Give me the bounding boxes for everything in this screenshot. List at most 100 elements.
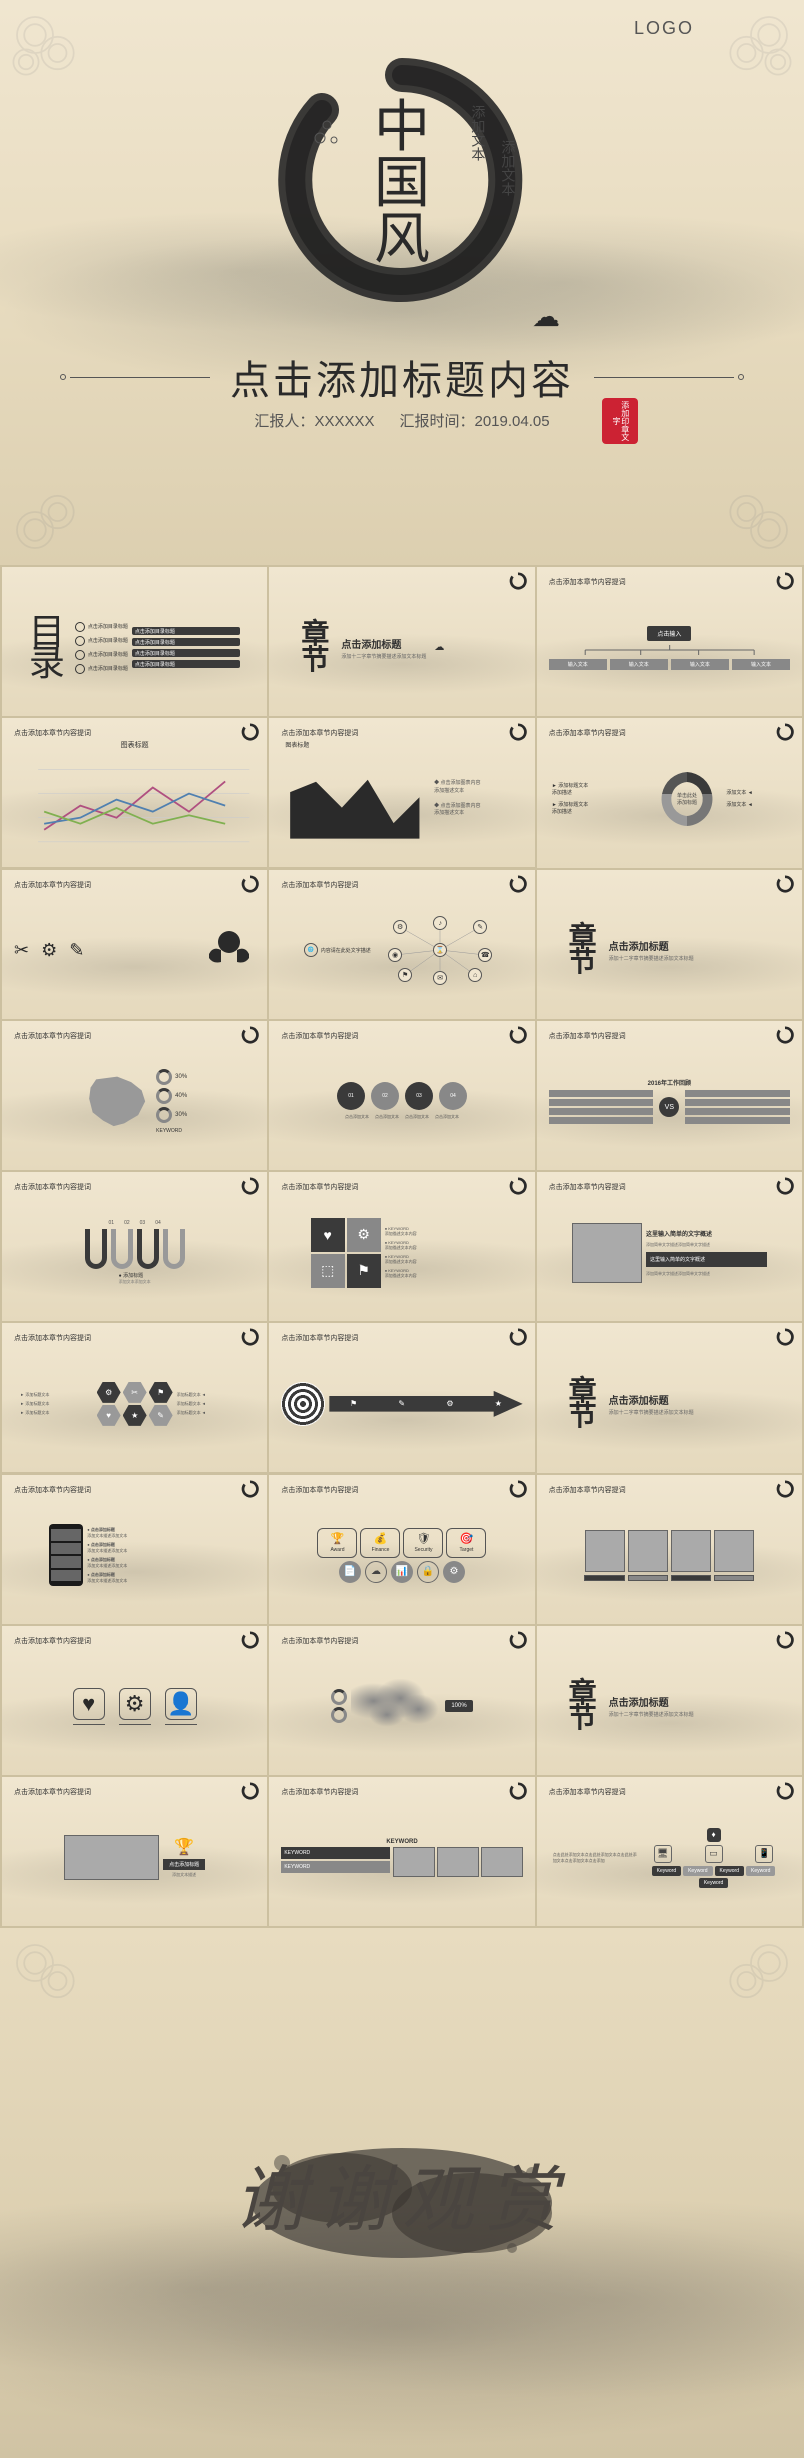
ring-icon — [156, 1069, 172, 1085]
tools-icon: ✂ — [14, 940, 29, 961]
slide-thumb-rboxes[interactable]: 点击添加本章节内容提词 🏆Award 💰Finance 🛡Security 🎯T… — [269, 1475, 534, 1624]
photo-placeholder — [64, 1835, 159, 1880]
thumb-title: 点击添加本章节内容提词 — [14, 1485, 91, 1495]
ink-mark-icon — [241, 1631, 259, 1649]
cloud-icon: ☁ — [434, 642, 444, 653]
chart-title: 图表标题 — [121, 740, 149, 750]
target-icon: 🎯 — [460, 1532, 474, 1545]
phone-features: ● 点击添加标题添加文本描述添加文本 ● 点击添加标题添加文本描述添加文本 ● … — [87, 1527, 220, 1584]
chapter-sub: 添加十二字章节摘要描述添加文本标题 — [609, 955, 694, 962]
trophy-icon: 🏆 — [174, 1837, 194, 1857]
chapter-mark: 章节 — [569, 925, 597, 975]
slide-thumb-quad[interactable]: 点击添加本章节内容提词 ♥ ⚙ ⬚ ⚑ ● KEYWORD添加描述文本内容 ● … — [269, 1172, 534, 1321]
ink-mark-icon — [241, 1480, 259, 1498]
flow-diagram: ♦ 🖥 ▭ 📱 Keyword Keyword Keyword Keyword … — [641, 1828, 786, 1888]
process-icon: ★ — [495, 1399, 502, 1408]
rbox-label: Target — [460, 1547, 474, 1553]
slide-thumb-photo-text[interactable]: 点击添加本章节内容提词 这里输入简单的文字概述 添加简单文字描述添加简单文字描述… — [537, 1172, 802, 1321]
toc-item: 点击添加目录标题 — [88, 637, 128, 644]
hex-text-left: ► 添加标题文本► 添加标题文本► 添加标题文本 — [20, 1392, 92, 1416]
line-chart — [14, 754, 255, 857]
process-icon: ⚙ — [446, 1399, 453, 1408]
monitor-icon: 🖥 — [654, 1845, 672, 1863]
slide-thumb-hex[interactable]: 点击添加本章节内容提词 ► 添加标题文本► 添加标题文本► 添加标题文本 ⚙ ✂… — [2, 1323, 267, 1472]
slide-thumb-phone[interactable]: 点击添加本章节内容提词 ● 点击添加标题添加文本描述添加文本 ● 点击添加标题添… — [2, 1475, 267, 1624]
photo-placeholder — [481, 1847, 523, 1877]
hex-icon: ⚑ — [149, 1382, 173, 1403]
slide-thumb-heart-gear[interactable]: 点击添加本章节内容提词 ♥ ⚙ 👤 — [2, 1626, 267, 1775]
icon-pair: ♥ ⚙ 👤 — [73, 1688, 197, 1720]
thumb-title: 点击添加本章节内容提词 — [14, 1182, 91, 1192]
title-char: 风 — [374, 212, 430, 268]
ink-mark-icon — [776, 1177, 794, 1195]
slide-thumb-area-chart[interactable]: 点击添加本章节内容提词 图表标题 ◆ 点击添加图表内容添加描述文本 ◆ 点击添加… — [269, 718, 534, 867]
corner-ornament-icon — [706, 467, 796, 557]
corner-ornament-icon — [8, 467, 98, 557]
ink-mark-icon — [776, 1026, 794, 1044]
slide-thumb-chapter[interactable]: 章节 点击添加标题 添加十二字章节摘要描述添加文本标题 — [537, 1323, 802, 1472]
slide-thumb-toc[interactable]: 目录 点击添加目录标题 点击添加目录标题 点击添加目录标题 点击添加目录标题 点… — [2, 567, 267, 716]
photo-placeholder — [671, 1530, 711, 1572]
ink-mark-icon — [776, 875, 794, 893]
main-title[interactable]: 点击添加标题内容 — [230, 348, 574, 406]
date-label: 汇报时间： — [399, 413, 474, 430]
slide-thumb-cycle[interactable]: 点击添加本章节内容提词 ► 添加标题文本添加描述 ► 添加标题文本添加描述 单击… — [537, 718, 802, 867]
thumb-title: 点击添加本章节内容提词 — [281, 880, 358, 890]
process-icon: ⚑ — [350, 1399, 357, 1408]
arrow-process: ⚑ ✎ ⚙ ★ — [329, 1391, 522, 1417]
slide-thumb-circles4[interactable]: 点击添加本章节内容提词 01 02 03 04 点击添加文本点击添加文本点击添加… — [269, 1021, 534, 1170]
step-labels: 点击添加文本点击添加文本点击添加文本点击添加文本 — [345, 1114, 459, 1120]
photo-placeholder — [628, 1530, 668, 1572]
chart-title: 图表标题 — [285, 740, 430, 749]
tag: Keyword — [652, 1866, 681, 1876]
closing-slide: 谢谢观赏 — [0, 1928, 804, 2458]
slide-thumb-chapter[interactable]: 章节 点击添加标题 添加十二字章节摘要描述添加文本标题 ☁ — [269, 567, 534, 716]
flow-text: 点击此处添加文本点击此处添加文本点击此处添加文本点击添加文本点击添加 — [553, 1852, 637, 1863]
slide-thumb-chapter[interactable]: 章节 点击添加标题 添加十二字章节摘要描述添加文本标题 — [537, 1626, 802, 1775]
phone-icon: 📱 — [755, 1845, 773, 1863]
cycle-text: 添加文本 ◄ 添加文本 ◄ — [726, 789, 786, 808]
thumb-title: 点击添加本章节内容提词 — [14, 1031, 91, 1041]
heart-icon: ♥ — [311, 1218, 345, 1252]
thumb-title: 点击添加本章节内容提词 — [549, 1787, 626, 1797]
chapter-sub: 添加十二字章节摘要描述添加文本标题 — [609, 1711, 694, 1718]
ink-mark-icon — [509, 1631, 527, 1649]
org-child: 输入文本 — [610, 659, 668, 670]
kw-col: KEYWORD KEYWORD — [281, 1847, 390, 1877]
slide-thumb-icons[interactable]: 点击添加本章节内容提词 ✂ ⚙ ✎ — [2, 870, 267, 1019]
rbox-label: Award — [330, 1547, 344, 1553]
text-heading: 这里输入简单的文字概述 — [646, 1229, 767, 1238]
slide-thumb-worldmap[interactable]: 点击添加本章节内容提词 100% — [269, 1626, 534, 1775]
slide-thumb-network[interactable]: 点击添加本章节内容提词 🌐内容请在此处文字描述 ⌛ ⚙ ♪ ✎ ◉ ☎ ⚑ ✉ … — [269, 870, 534, 1019]
text-boxes: 这里输入简单的文字概述 添加简单文字描述添加简单文字描述 这里输入简单的文字概述… — [646, 1229, 767, 1277]
slide-thumb-photo-trophy[interactable]: 点击添加本章节内容提词 🏆 点击添加标题 添加文本描述 — [2, 1777, 267, 1926]
slide-thumb-flow[interactable]: 点击添加本章节内容提词 点击此处添加文本点击此处添加文本点击此处添加文本点击添加… — [537, 1777, 802, 1926]
ink-mark-icon — [509, 1177, 527, 1195]
slide-thumb-line-chart[interactable]: 点击添加本章节内容提词 图表标题 — [2, 718, 267, 867]
ring-icon — [331, 1689, 347, 1705]
chapter-mark: 章节 — [569, 1379, 597, 1429]
toc-item: 点击添加目录标题 — [88, 665, 128, 672]
icon-circles: 📄 ☁ 📊 🔒 ⚙ — [339, 1561, 465, 1583]
slide-thumb-vs[interactable]: 点击添加本章节内容提词 2016年工作回顾 VS — [537, 1021, 802, 1170]
tool-icons: ✂ ⚙ ✎ — [14, 940, 84, 961]
toc-bar: 点击添加目录标题 — [132, 627, 241, 635]
chapter-title: 点击添加标题 — [609, 1392, 694, 1407]
vs-title: 2016年工作回顾 — [648, 1078, 691, 1087]
slide-thumb-ushapes[interactable]: 点击添加本章节内容提词 01020304 ● 添加标题添加文本添加文本 — [2, 1172, 267, 1321]
ink-mark-icon — [509, 1328, 527, 1346]
thumb-title: 点击添加本章节内容提词 — [281, 1787, 358, 1797]
slide-thumb-china-map[interactable]: 点击添加本章节内容提词 30% 40% 30% KEYWORD — [2, 1021, 267, 1170]
org-child: 输入文本 — [732, 659, 790, 670]
slide-thumb-org[interactable]: 点击添加本章节内容提词 点击输入 输入文本 输入文本 输入文本 输入文本 — [537, 567, 802, 716]
circle-steps: 01 02 03 04 — [337, 1082, 467, 1110]
tag: Keyword — [699, 1878, 728, 1888]
reporter-label: 汇报人： — [254, 413, 314, 430]
feature-boxes: 🏆Award 💰Finance 🛡Security 🎯Target — [317, 1528, 486, 1558]
slide-thumb-chapter[interactable]: 章节 点击添加标题 添加十二字章节摘要描述添加文本标题 — [537, 870, 802, 1019]
slide-thumb-keywords[interactable]: 点击添加本章节内容提词 KEYWORD KEYWORD KEYWORD — [269, 1777, 534, 1926]
reporter-value: XXXXXX — [314, 413, 374, 430]
hexagon-grid: ⚙ ✂ ⚑ ♥ ★ ✎ — [97, 1382, 173, 1426]
slide-thumb-target-arrow[interactable]: 点击添加本章节内容提词 ⚑ ✎ ⚙ ★ — [269, 1323, 534, 1472]
slide-thumb-photos3[interactable]: 点击添加本章节内容提词 — [537, 1475, 802, 1624]
